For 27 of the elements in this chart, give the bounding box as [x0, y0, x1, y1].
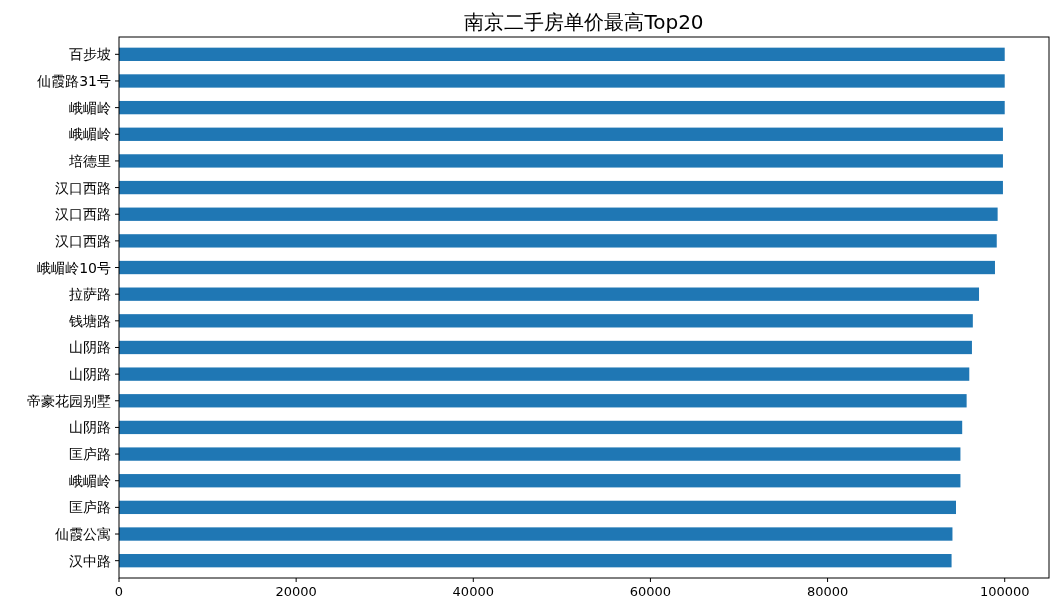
- y-tick-label: 钱塘路: [68, 312, 111, 329]
- y-tick-label: 峨嵋岭: [69, 472, 111, 489]
- x-tick-label: 80000: [806, 584, 849, 599]
- y-tick-label: 仙霞路31号: [37, 72, 111, 89]
- x-tick-label: 60000: [629, 584, 672, 599]
- x-tick-label: 0: [114, 584, 124, 599]
- x-tick-label: 40000: [452, 584, 494, 599]
- y-tick-label: 帝豪花园别墅: [27, 392, 111, 409]
- y-tick-label: 汉口西路: [55, 179, 111, 196]
- y-tick-label: 仙霞公寓: [55, 526, 111, 543]
- y-tick-label: 汉中路: [69, 552, 111, 569]
- y-tick-label: 汉口西路: [55, 232, 111, 249]
- chart-title: 南京二手房单价最高Top20: [464, 10, 704, 34]
- y-tick-label: 匡庐路: [69, 499, 111, 516]
- y-tick-label: 峨嵋岭10号: [37, 259, 111, 276]
- x-tick-label: 100000: [979, 584, 1030, 599]
- y-tick-label: 汉口西路: [55, 206, 111, 223]
- x-tick-label: 20000: [275, 584, 317, 599]
- y-tick-label: 山阴路: [69, 419, 111, 436]
- y-tick-label: 百步坡: [69, 46, 111, 63]
- y-tick-label: 山阴路: [69, 339, 111, 356]
- y-tick-label: 峨嵋岭: [69, 99, 111, 116]
- y-tick-label: 匡庐路: [69, 446, 111, 463]
- y-tick-label: 培德里: [68, 152, 111, 169]
- y-tick-label: 峨嵋岭: [69, 126, 111, 143]
- y-tick-label: 拉萨路: [69, 286, 111, 303]
- y-tick-label: 山阴路: [69, 366, 111, 383]
